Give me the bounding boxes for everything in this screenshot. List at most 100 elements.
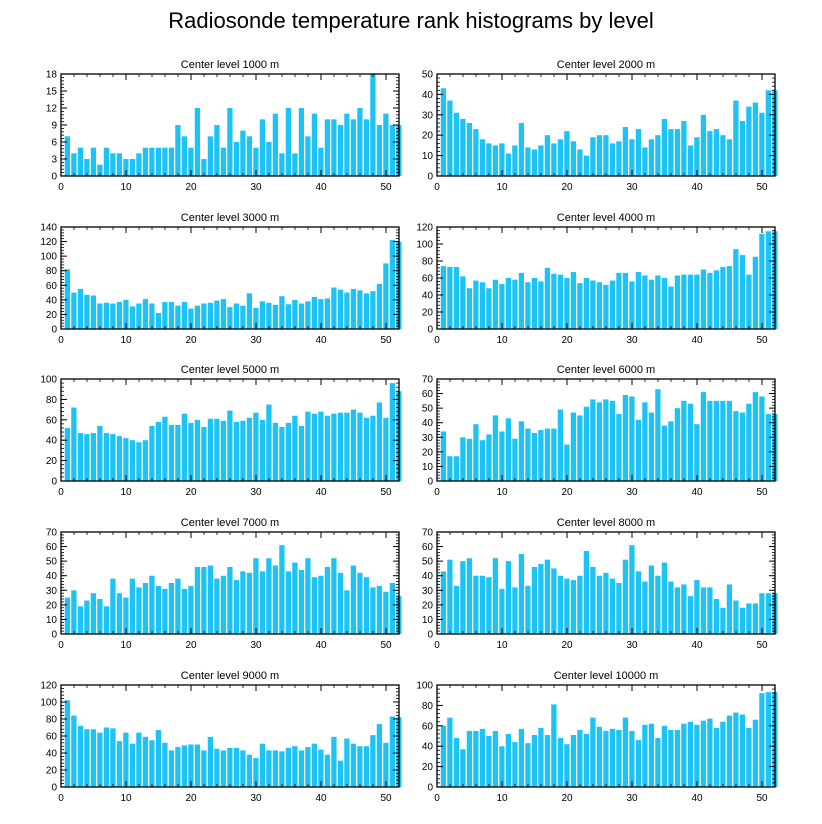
histogram-bar [661,425,668,481]
y-tick-label: 30 [46,586,58,597]
histogram-bar [466,730,473,787]
histogram-bar [447,456,453,481]
histogram-bar [350,119,357,176]
histogram-bar [272,565,279,634]
histogram-bar [162,588,168,634]
x-tick-label: 50 [380,793,392,804]
histogram-bar [583,155,590,176]
histogram-bar [473,129,479,176]
chart-panel: Center level 4000 m 0 10 20 30 40 50 0 20 40 60 80 1… [416,212,778,346]
x-tick-label: 40 [315,487,327,498]
chart-panel: Center level 10000 m 0 10 20 30 40 50 0 20 40 60 80… [416,670,778,804]
y-tick-label: 100 [40,375,57,386]
y-tick-label: 3 [51,155,57,166]
histogram-bar [622,395,629,481]
histogram-bar [71,292,77,329]
x-tick-label: 20 [561,335,573,346]
x-tick-label: 20 [185,793,197,804]
histogram-bar [453,585,460,634]
histogram-bar [207,736,214,787]
histogram-bar [162,147,168,176]
histogram-bar [531,149,538,176]
histogram-bar [486,434,492,481]
histogram-bar [207,302,214,329]
histogram-bar [162,302,168,329]
chart-panel: Center level 8000 m 0 10 20 30 40 50 0 10 20 30 40 5… [422,517,778,651]
histogram-bar [609,400,616,481]
histogram-bar [551,273,557,329]
histogram-bar [116,436,123,481]
chart-panel: Center level 2000 m 0 10 20 30 40 50 0 10 20 30 40 5… [422,59,778,193]
histogram-bar [765,231,772,329]
histogram-bar [616,413,622,481]
x-tick-label: 20 [185,335,197,346]
histogram-bar [123,732,129,787]
histogram-bar [447,266,453,329]
histogram-bar [648,139,655,176]
histogram-bar [136,153,142,176]
histogram-bar [175,578,181,634]
histogram-bar [531,734,538,787]
histogram-bar [733,600,739,634]
histogram-bar [298,303,305,329]
y-tick-label: 9 [51,121,57,132]
histogram-bar [279,296,285,329]
histogram-bar [694,274,700,329]
histogram-bar [453,456,460,481]
histogram-bar [292,562,298,634]
y-tick-label: 60 [46,281,58,292]
histogram-bar [214,418,220,481]
x-tick-label: 50 [380,182,392,193]
y-tick-label: 30 [422,433,434,444]
histogram-bar [188,147,194,176]
histogram-bar [370,587,376,634]
y-tick-label: 30 [422,586,434,597]
histogram-bar [570,272,577,329]
histogram-bar [596,135,603,176]
histogram-bar [103,433,110,481]
histogram-bar [149,740,155,787]
histogram-bar [720,266,726,329]
histogram-bar [648,723,655,787]
histogram-bar [668,286,674,329]
histogram-bar [596,282,603,329]
histogram-bar [733,712,739,787]
histogram-bar [720,135,726,176]
histogram-bar [344,738,350,787]
histogram-bar [162,416,168,481]
histogram-bar [603,135,609,176]
histogram-bar [752,256,759,329]
histogram-bar [259,743,266,787]
histogram-bar [505,418,512,481]
histogram-bar [220,575,227,634]
histogram-bar [194,566,201,634]
x-tick-label: 50 [380,487,392,498]
histogram-bar [110,153,116,176]
histogram-bar [318,749,324,787]
histogram-bar [266,302,272,329]
histogram-bar [266,404,272,481]
histogram-bar [583,733,590,787]
y-tick-label: 10 [422,462,434,473]
y-tick-label: 20 [46,766,58,777]
histogram-bar [272,422,279,481]
y-tick-label: 20 [46,456,58,467]
histogram-bar [473,280,479,329]
histogram-bar [253,758,259,787]
histogram-bar [337,572,344,634]
histogram-bar [285,108,292,176]
histogram-bar [661,725,668,787]
panel-title: Center level 7000 m [181,517,279,529]
histogram-bar [499,431,505,481]
histogram-bar [363,746,370,787]
x-tick-label: 10 [496,793,508,804]
histogram-bar [564,278,570,329]
histogram-bar [194,108,201,176]
histogram-bar [661,562,668,634]
histogram-bar [544,428,551,481]
histogram-bar [700,392,707,481]
histogram-bar [136,732,142,787]
histogram-bar [525,428,531,481]
histogram-bar [142,583,149,634]
histogram-bar [129,306,136,329]
